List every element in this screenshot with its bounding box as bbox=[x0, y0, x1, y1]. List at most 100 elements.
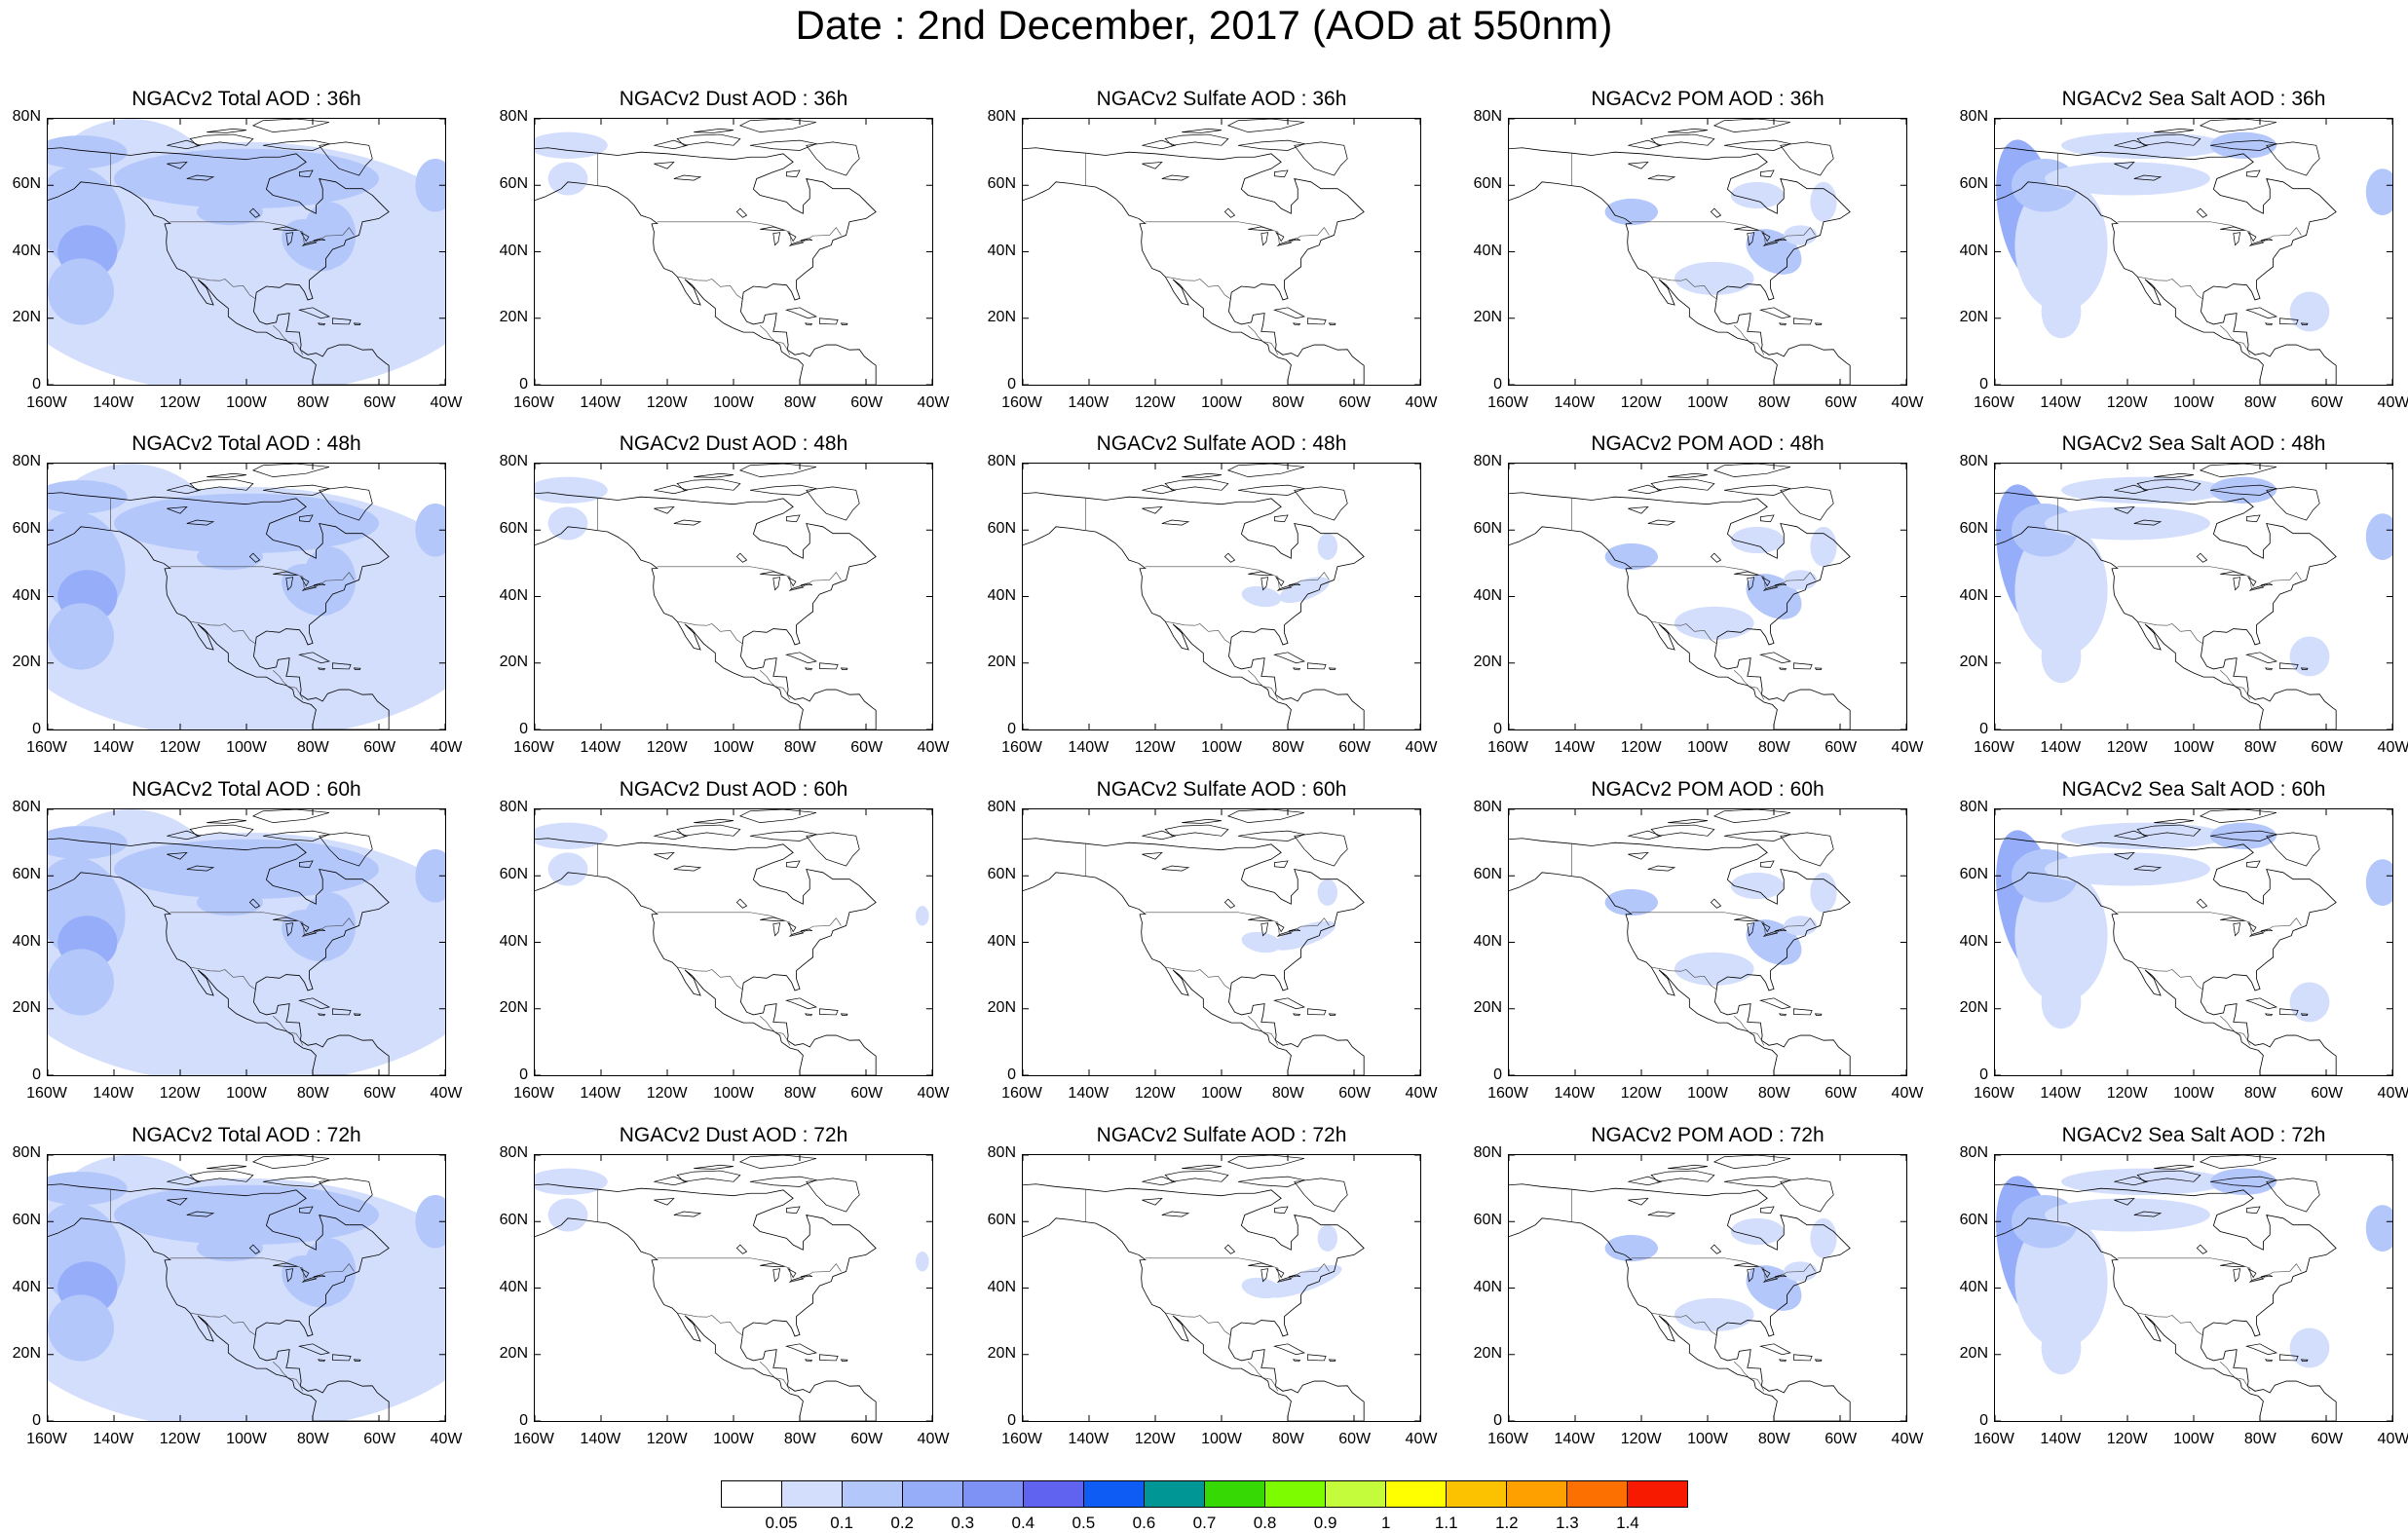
map-panel-sulfate-48h bbox=[1022, 463, 1421, 730]
coastline-island bbox=[2266, 1178, 2320, 1213]
aod-patch bbox=[2365, 859, 2392, 906]
coastline-island bbox=[2136, 824, 2201, 837]
coastline-island bbox=[2233, 922, 2241, 937]
lat-tick-label: 40N bbox=[1473, 1278, 1502, 1295]
lon-tick-label: 40W bbox=[2377, 739, 2408, 756]
colorbar-swatch bbox=[1265, 1481, 1326, 1507]
coastline-island bbox=[1650, 824, 1715, 837]
coastline-island bbox=[2199, 1155, 2277, 1170]
coastline-island bbox=[1260, 232, 1269, 246]
coastline-island bbox=[1793, 662, 1813, 670]
coastline-island bbox=[1142, 1176, 1177, 1186]
lat-tick-label: 40N bbox=[12, 242, 41, 259]
coastline-island bbox=[2246, 169, 2261, 178]
country-border bbox=[760, 325, 791, 355]
aod-patch bbox=[2041, 284, 2082, 339]
coastline-island bbox=[1723, 139, 1792, 151]
lat-tick-label: 80N bbox=[987, 799, 1016, 815]
aod-patch bbox=[415, 503, 445, 557]
lon-tick-label: 100W bbox=[1687, 1431, 1728, 1447]
coastline-island bbox=[1164, 824, 1229, 837]
lon-tick-label: 140W bbox=[2040, 394, 2082, 411]
coastline-island bbox=[676, 478, 741, 491]
lon-tick-label: 140W bbox=[93, 394, 134, 411]
aod-patch bbox=[1241, 1277, 1281, 1299]
coastline-island bbox=[299, 860, 314, 869]
coastline-island bbox=[1292, 1013, 1301, 1017]
lat-tick-label: 20N bbox=[1473, 309, 1502, 326]
aod-patch bbox=[48, 480, 128, 514]
map-panel-seasalt-60h bbox=[1994, 808, 2393, 1076]
coastline-island bbox=[804, 322, 813, 326]
coastline-island bbox=[297, 997, 330, 1010]
lon-tick-label: 160W bbox=[1487, 1431, 1528, 1447]
lon-tick-label: 120W bbox=[2106, 1431, 2148, 1447]
country-border bbox=[169, 221, 355, 246]
coastline-island bbox=[772, 922, 781, 937]
lat-tick-label: 60N bbox=[1473, 174, 1502, 192]
coastline-island bbox=[694, 472, 734, 478]
map-panel-total-36h bbox=[47, 118, 446, 386]
lon-tick-label: 140W bbox=[1554, 394, 1596, 411]
colorbar-label: 0.7 bbox=[1192, 1514, 1217, 1532]
lat-tick-label: 80N bbox=[1473, 108, 1502, 125]
coastline-island bbox=[2279, 662, 2299, 670]
country-border bbox=[1631, 566, 1816, 591]
panel-title-sulfate-60h: NGACv2 Sulfate AOD : 60h bbox=[1096, 778, 1347, 801]
panel-title-sulfate-36h: NGACv2 Sulfate AOD : 36h bbox=[1096, 88, 1347, 110]
panel-title-pom-60h: NGACv2 POM AOD : 60h bbox=[1591, 778, 1825, 801]
panel-title-sulfate-72h: NGACv2 Sulfate AOD : 72h bbox=[1096, 1124, 1347, 1146]
colorbar-label: 1.4 bbox=[1616, 1514, 1639, 1532]
coastline-island bbox=[1223, 898, 1236, 909]
coastline-island bbox=[285, 922, 294, 937]
coastline-island bbox=[2114, 1197, 2135, 1206]
lat-tick-label: 0 bbox=[519, 721, 528, 737]
coastline-island bbox=[251, 119, 330, 133]
lon-tick-label: 80W bbox=[783, 739, 816, 756]
country-border bbox=[2220, 325, 2251, 355]
coastline-island bbox=[2136, 478, 2201, 491]
lon-tick-label: 160W bbox=[1487, 394, 1528, 411]
aod-patch bbox=[1604, 542, 1658, 571]
country-border bbox=[677, 966, 743, 990]
lon-tick-label: 100W bbox=[1201, 739, 1242, 756]
coastline-island bbox=[1274, 1206, 1289, 1215]
aod-patch bbox=[2210, 476, 2276, 504]
lat-tick-label: 20N bbox=[987, 999, 1016, 1017]
coastline-island bbox=[784, 307, 817, 319]
lat-tick-label: 60N bbox=[499, 174, 528, 192]
lat-tick-label: 0 bbox=[1979, 1412, 1988, 1429]
coastline-island bbox=[1260, 1268, 1269, 1283]
coastline-island bbox=[2246, 514, 2261, 523]
coastline-island bbox=[2279, 1354, 2299, 1362]
lon-tick-label: 140W bbox=[2040, 1085, 2082, 1102]
lon-tick-label: 120W bbox=[646, 1431, 688, 1447]
country-border bbox=[190, 620, 256, 644]
coastline bbox=[1995, 492, 2337, 729]
lon-tick-label: 80W bbox=[296, 1085, 329, 1102]
map-panel-total-72h bbox=[47, 1154, 446, 1422]
lat-tick-label: 0 bbox=[32, 1066, 41, 1083]
lon-tick-label: 40W bbox=[430, 739, 463, 756]
lat-tick-label: 80N bbox=[12, 799, 41, 815]
coastline-island bbox=[317, 322, 326, 326]
coastline-island bbox=[1226, 119, 1305, 133]
country-border bbox=[190, 966, 256, 990]
lon-tick-label: 80W bbox=[296, 1431, 329, 1447]
coastline bbox=[48, 147, 390, 385]
country-border bbox=[1651, 620, 1717, 644]
aod-patch bbox=[547, 1198, 588, 1232]
coastline-island bbox=[1710, 898, 1722, 909]
lat-tick-label: 20N bbox=[499, 1345, 528, 1363]
colorbar-label: 0.6 bbox=[1132, 1514, 1156, 1532]
lat-tick-label: 40N bbox=[499, 1278, 528, 1295]
lat-tick-label: 20N bbox=[499, 309, 528, 326]
lat-tick-label: 80N bbox=[1473, 1144, 1502, 1161]
coastline-island bbox=[654, 484, 689, 495]
colorbar-swatch bbox=[1145, 1481, 1205, 1507]
aod-patch bbox=[346, 1015, 412, 1056]
panel-title-pom-72h: NGACv2 POM AOD : 72h bbox=[1591, 1124, 1825, 1146]
coastline-island bbox=[1780, 486, 1834, 521]
aod-patch bbox=[547, 506, 588, 541]
lon-tick-label: 80W bbox=[2243, 739, 2276, 756]
